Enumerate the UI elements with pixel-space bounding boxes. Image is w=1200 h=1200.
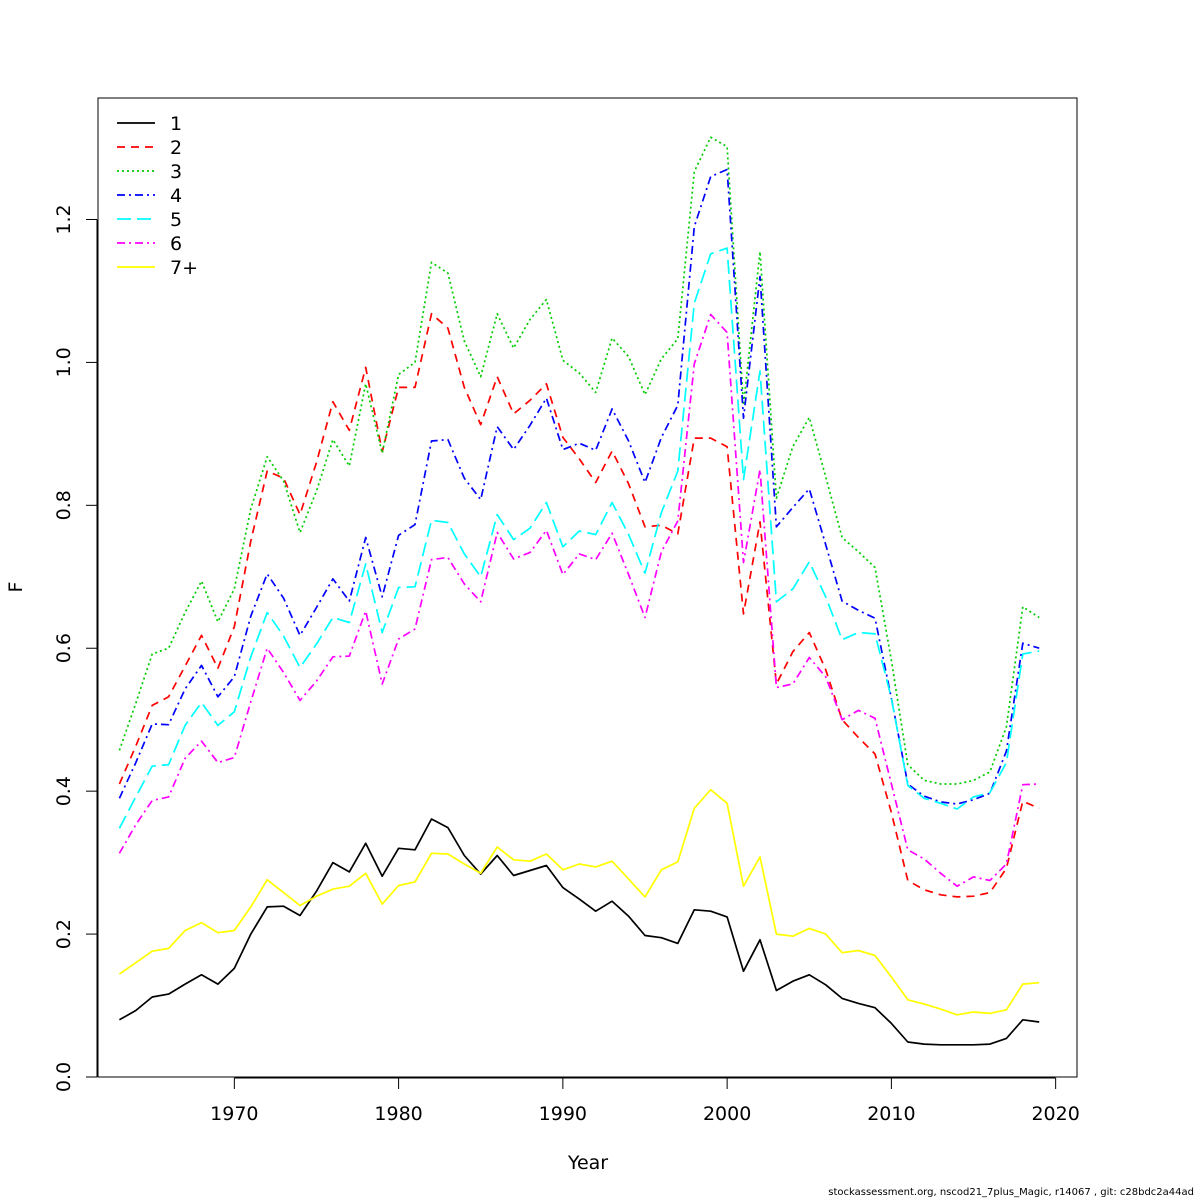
x-axis: 1970 1980 1990 2000 2010 2020 (210, 1077, 1080, 1125)
series-line-1 (118, 818, 1040, 1046)
series-line-7+ (118, 788, 1040, 1016)
y-tick-label-0.8: 0.8 (53, 490, 75, 520)
series-layer (118, 136, 1040, 1046)
legend-label-2: 2 (170, 137, 182, 159)
x-axis-label: Year (567, 1152, 608, 1174)
x-tick-label-2000: 2000 (703, 1103, 751, 1125)
legend-label-7+: 7+ (170, 257, 198, 279)
y-axis-label: F (5, 582, 27, 593)
legend-label-3: 3 (170, 161, 182, 183)
series-line-2 (118, 312, 1040, 898)
series-line-5 (118, 247, 1040, 829)
footer-credit: stockassessment.org, nscod21_7plus_Magic… (828, 1187, 1194, 1198)
legend-label-4: 4 (170, 185, 182, 207)
y-tick-label-0.6: 0.6 (53, 633, 75, 663)
legend-label-6: 6 (170, 233, 182, 255)
series-line-4 (118, 168, 1040, 805)
y-tick-label-0.4: 0.4 (53, 776, 75, 806)
y-tick-label-0.0: 0.0 (53, 1062, 75, 1092)
series-line-6 (118, 313, 1040, 888)
plot-frame (97, 97, 1078, 1078)
x-tick-label-2010: 2010 (867, 1103, 915, 1125)
x-tick-label-2020: 2020 (1031, 1103, 1079, 1125)
x-tick-label-1990: 1990 (539, 1103, 587, 1125)
series-line-3 (118, 136, 1040, 785)
y-tick-label-1.2: 1.2 (53, 204, 75, 234)
y-tick-label-1.0: 1.0 (53, 347, 75, 377)
x-tick-label-1970: 1970 (210, 1103, 258, 1125)
legend-label-5: 5 (170, 209, 182, 231)
y-tick-label-0.2: 0.2 (53, 919, 75, 949)
x-tick-label-1980: 1980 (374, 1103, 422, 1125)
legend-label-1: 1 (170, 113, 182, 135)
y-axis: 0.0 0.2 0.4 0.6 0.8 1.0 1.2 (53, 204, 98, 1092)
